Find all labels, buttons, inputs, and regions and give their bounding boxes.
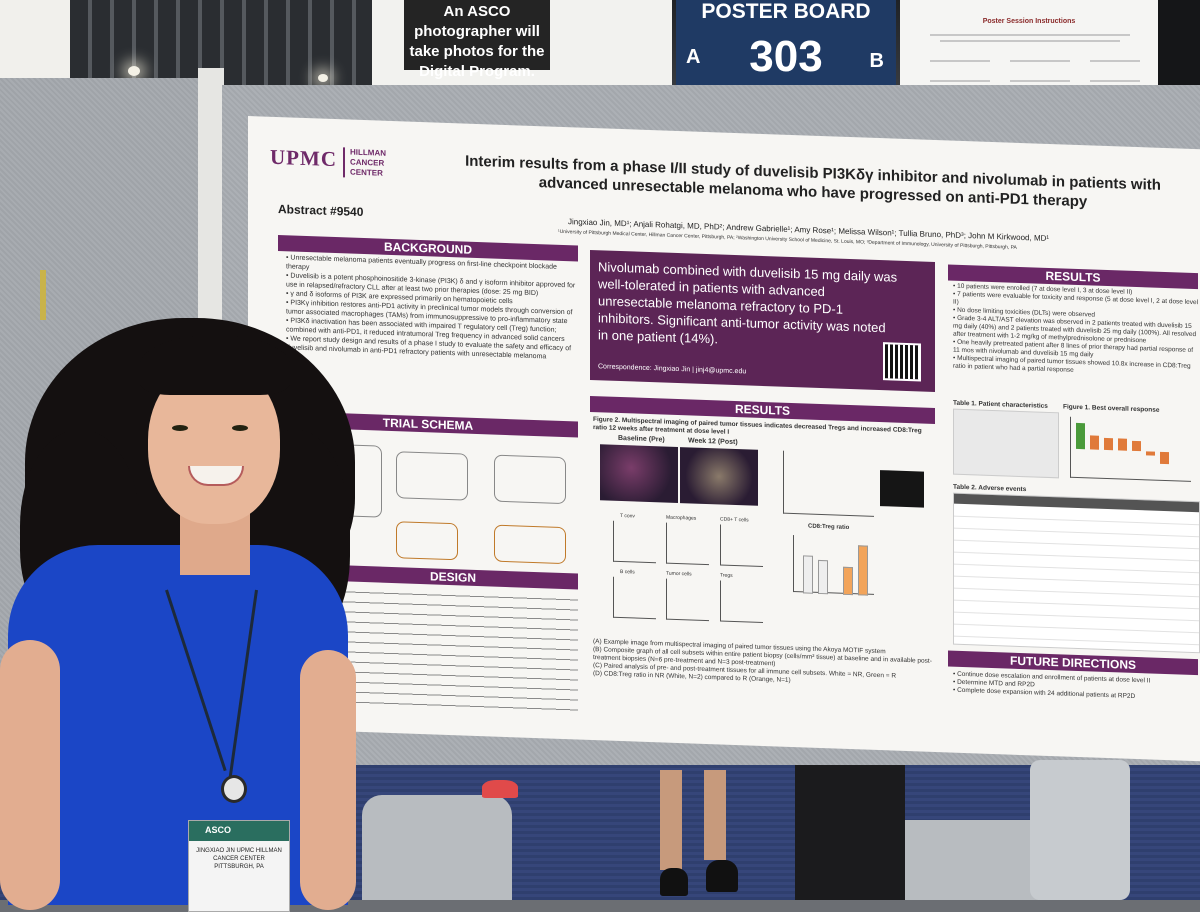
mini-plot [613,576,656,620]
waterfall-bar [1076,422,1085,450]
ceiling-light [128,66,140,76]
schema-box [396,521,458,561]
passerby-leg [704,770,726,860]
text-line [930,34,1130,36]
photographer-sign-text: An ASCO photographer will take photos fo… [404,0,550,80]
composite-cell-plot [783,450,874,517]
research-poster: UPMC HILLMAN CANCER CENTER Abstract #954… [248,116,1200,762]
name-badge: ASCO JINGXIAO JIN UPMC HILLMAN CANCER CE… [188,820,290,912]
ceiling-light [318,74,328,82]
multispectral-image-pre [600,444,678,504]
qr-code[interactable] [883,342,921,382]
text-line [1090,80,1140,82]
design-text [338,585,578,714]
waterfall-bar [1118,438,1127,451]
waterfall-bar [1104,437,1113,451]
mini-plot [613,520,656,564]
key-finding-text: Nivolumab combined with duvelisib 15 mg … [598,259,898,347]
cd8-treg-bar [818,559,828,595]
mini-plot-title: Tregs [720,572,733,579]
passerby-dark [795,765,905,900]
hillman-logo: HILLMAN CANCER CENTER [343,147,410,180]
arm [300,650,356,910]
chair [1030,760,1130,900]
hair-bangs [140,335,290,395]
correspondence: Correspondence: Jingxiao Jin | jinj4@upm… [598,363,747,376]
figure2-captions: (A) Example image from multispectral ima… [593,638,933,690]
cd8-treg-bar [858,545,868,596]
badge-name: JINGXIAO JIN UPMC HILLMAN CANCER CENTER … [196,848,282,870]
mini-plot [720,580,763,623]
waterfall-bar [1090,435,1099,450]
mini-plot-title: B cells [620,568,635,576]
board-side-b: B [869,50,884,72]
poster-board-title: POSTER BOARD [701,0,871,23]
graph-key [880,470,924,508]
mini-plot-title: Macrophages [666,514,697,522]
results-text: 10 patients were enrolled (7 at dose lev… [953,283,1200,380]
poster-title: Interim results from a phase I/II study … [465,152,1161,211]
abstract-number: Abstract #9540 [278,202,364,220]
neighbor-poster [0,0,70,80]
upmc-logo: UPMC [270,144,337,172]
text-line [930,60,990,62]
fig2-baseline-label: Baseline (Pre) [618,434,665,444]
badge-header [189,821,289,841]
schema-box [396,451,468,501]
background-text: Unresectable melanoma patients eventuall… [286,253,576,362]
blue-dress [8,545,348,905]
fig2-week12-label: Week 12 (Post) [688,437,738,447]
mini-plot [666,522,709,566]
passerby-shoe [660,868,688,896]
pushpin [40,270,46,320]
ceiling-truss [70,0,380,88]
waterfall-plot [1070,416,1191,482]
text-line [930,80,990,82]
schema-box [494,524,566,565]
adverse-events-table [953,492,1200,654]
text-line [1010,80,1070,82]
text-line [1090,60,1140,62]
poster-board-number: 303 [749,32,823,81]
text-line [940,40,1120,42]
asco-logo: ASCO [205,825,232,835]
eye [172,425,188,431]
passerby-leg [660,770,682,870]
cd8-treg-bar [803,555,813,594]
mini-plot [666,578,709,622]
passerby-shoe [706,860,738,892]
mini-plot-title: Tumor cells [666,570,692,578]
figure1-title: Figure 1. Best overall response [1063,403,1160,414]
mini-plot-title: CD8+ T cells [720,516,749,524]
schema-box [494,454,566,505]
patient-characteristics-table [953,408,1059,479]
waterfall-bar [1132,440,1141,452]
mini-plot [720,524,763,567]
text-line [1010,60,1070,62]
multispectral-image-post [680,447,758,506]
cd8-treg-bar [843,566,853,596]
waterfall-bar [1160,451,1169,465]
board-side-a: A [686,46,701,68]
arm [0,640,60,910]
badge-clip [221,775,247,803]
instructions-title: Poster Session Instructions [982,18,1076,25]
cd8-treg-title: CD8:Treg ratio [808,523,850,531]
sneaker [482,780,518,798]
photographer-sign: An ASCO photographer will take photos fo… [372,0,672,90]
eye [232,425,248,431]
chair [362,795,512,900]
waterfall-bar [1146,451,1155,456]
future-text: Continue dose escalation and enrollment … [953,671,1200,704]
mini-plot-title: T conv [620,512,635,520]
key-finding-box: Nivolumab combined with duvelisib 15 mg … [590,249,935,392]
